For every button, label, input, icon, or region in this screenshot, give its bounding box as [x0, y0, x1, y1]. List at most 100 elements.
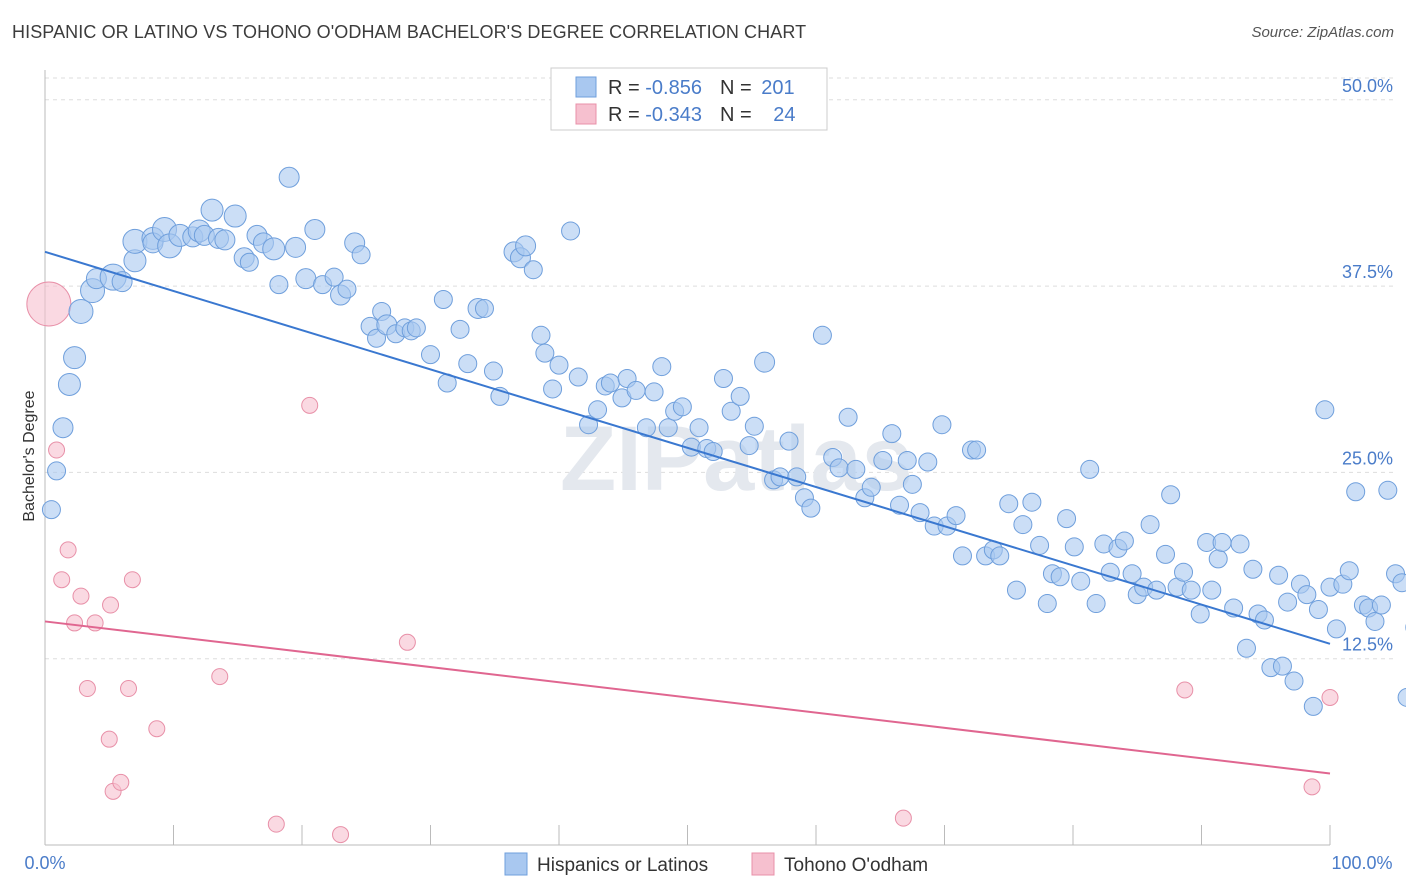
- hispanic-point-48: [421, 345, 440, 365]
- hispanic-point-164: [1297, 585, 1317, 605]
- tohono-point-3: [59, 541, 77, 559]
- hispanic-point-20: [200, 198, 224, 222]
- hispanic-point-51: [450, 319, 470, 339]
- hispanic-point-123: [1022, 492, 1042, 512]
- hispanic-points: [41, 166, 1406, 716]
- hispanic-point-154: [1236, 638, 1256, 658]
- y-tick-label-1: 25.0%: [1342, 448, 1393, 468]
- hispanic-point-134: [1100, 562, 1120, 582]
- hispanic-point-88: [744, 416, 764, 436]
- hispanic-point-131: [1080, 459, 1100, 479]
- hispanic-point-129: [1064, 537, 1084, 557]
- legend-row-1: R = -0.856 N = 201: [608, 77, 795, 99]
- tohono-point-8: [100, 730, 118, 748]
- y-axis-label: Bachelor's Degree: [21, 390, 38, 521]
- hispanic-point-114: [952, 546, 972, 566]
- hispanic-point-59: [515, 235, 537, 257]
- hispanic-point-132: [1086, 594, 1106, 614]
- tohono-point-9: [102, 596, 120, 614]
- watermark: ZIPatlas: [560, 408, 913, 510]
- y-tick-label-0: 12.5%: [1342, 635, 1393, 655]
- hispanic-point-85: [721, 401, 741, 421]
- hispanic-point-140: [1140, 515, 1160, 535]
- hispanic-point-98: [829, 458, 849, 478]
- hispanic-point-122: [1013, 515, 1033, 535]
- tohono-point-23: [1321, 688, 1339, 706]
- hispanic-point-77: [658, 418, 678, 438]
- hispanic-point-175: [1365, 611, 1385, 631]
- hispanic-point-1: [47, 461, 67, 481]
- hispanic-point-105: [890, 495, 910, 515]
- hispanic-point-127: [1050, 567, 1070, 587]
- hispanic-point-180: [1397, 688, 1406, 707]
- y-tick-label-2: 37.5%: [1342, 262, 1393, 282]
- hispanic-point-65: [561, 221, 581, 241]
- hispanic-point-146: [1181, 580, 1201, 600]
- hispanic-point-29: [269, 275, 289, 295]
- source-label: Source: ZipAtlas.com: [1251, 24, 1394, 41]
- x-tick-label-min: 0.0%: [24, 853, 65, 873]
- hispanic-point-172: [1346, 482, 1366, 502]
- hispanic-point-23: [223, 204, 247, 228]
- hispanic-point-136: [1114, 531, 1134, 551]
- hispanic-point-64: [549, 355, 569, 375]
- hispanic-point-89: [754, 351, 776, 373]
- hispanic-point-47: [406, 318, 426, 338]
- hispanic-point-142: [1156, 544, 1176, 564]
- tohono-point-17: [301, 396, 319, 414]
- hispanic-point-66: [568, 367, 588, 387]
- tohono-point-6: [78, 680, 96, 698]
- x-tick-label-max: 100.0%: [1331, 853, 1392, 873]
- hispanic-point-143: [1161, 485, 1181, 505]
- legend-row-2: R = -0.343 N = 24: [608, 104, 795, 126]
- hispanic-point-32: [295, 268, 317, 290]
- tohono-point-21: [1176, 681, 1194, 699]
- hispanic-point-31: [285, 236, 307, 258]
- x-ticks: [44, 825, 1331, 845]
- hispanic-point-145: [1174, 562, 1194, 582]
- hispanic-point-116: [967, 440, 987, 460]
- bottom-legend: Hispanics or Latinos Tohono O'odham: [504, 852, 928, 876]
- hispanic-point-67: [579, 415, 599, 435]
- hispanic-point-147: [1190, 604, 1210, 624]
- hispanic-point-62: [535, 343, 555, 363]
- tohono-point-22: [1303, 778, 1321, 796]
- hispanic-point-99: [838, 407, 858, 427]
- hispanic-point-162: [1284, 671, 1304, 691]
- tohono-point-19: [398, 633, 416, 651]
- tohono-trend-line: [44, 620, 1331, 775]
- hispanic-point-49: [433, 290, 453, 310]
- hispanic-point-169: [1326, 619, 1346, 639]
- hispanic-point-4: [63, 346, 87, 370]
- chart-title: HISPANIC OR LATINO VS TOHONO O'ODHAM BAC…: [12, 22, 807, 42]
- hispanic-point-155: [1243, 559, 1263, 579]
- hispanic-point-75: [644, 382, 664, 402]
- y-tick-labels: 12.5% 25.0% 37.5% 50.0%: [1342, 76, 1393, 655]
- hispanic-point-63: [543, 379, 563, 399]
- hispanic-point-92: [779, 431, 799, 451]
- tohono-point-15: [211, 668, 229, 686]
- hispanic-point-161: [1278, 592, 1298, 612]
- hispanic-point-159: [1269, 565, 1289, 585]
- stats-legend: R = -0.856 N = 201 R = -0.343 N = 24: [550, 67, 828, 131]
- hispanic-point-61: [531, 325, 551, 345]
- hispanic-point-102: [861, 477, 881, 497]
- hispanic-point-166: [1308, 600, 1328, 620]
- hispanic-point-28: [262, 237, 286, 261]
- hispanic-point-130: [1071, 571, 1091, 591]
- legend-swatch-pink: [575, 103, 597, 125]
- hispanic-point-177: [1378, 480, 1398, 500]
- hispanic-point-39: [351, 245, 371, 265]
- hispanic-trend-line: [44, 250, 1331, 645]
- legend-swatch-blue: [575, 76, 597, 98]
- hispanic-point-128: [1057, 509, 1077, 529]
- hispanic-point-41: [367, 328, 387, 348]
- hispanic-point-84: [713, 369, 733, 389]
- tohono-point-12: [120, 680, 138, 698]
- hispanic-point-79: [672, 397, 692, 417]
- hispanic-point-5: [68, 298, 94, 324]
- hispanic-point-111: [932, 415, 952, 435]
- tohono-point-16: [267, 815, 285, 833]
- hispanic-point-125: [1037, 594, 1057, 614]
- hispanic-point-106: [897, 450, 917, 470]
